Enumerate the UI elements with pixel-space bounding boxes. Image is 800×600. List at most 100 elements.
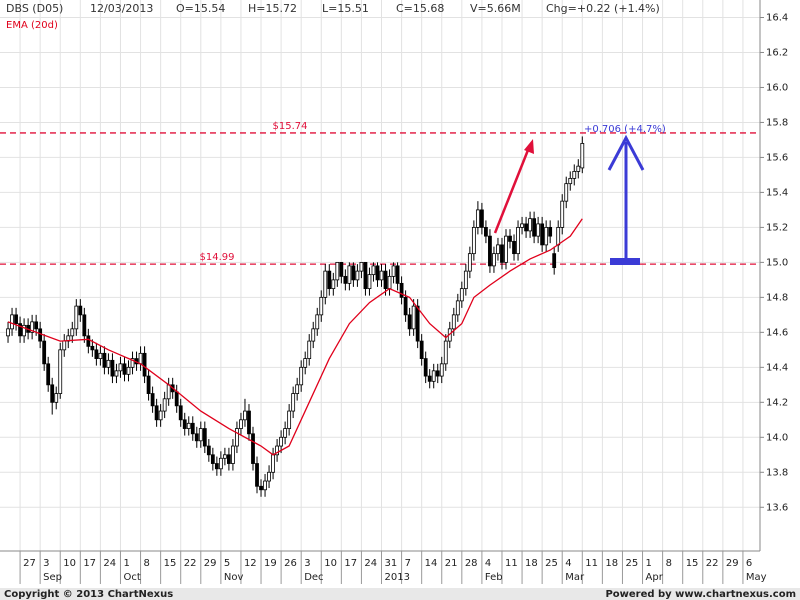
y-tick-label: 14.6: [766, 327, 788, 338]
candle-body: [166, 384, 171, 400]
candle-body: [439, 363, 444, 377]
x-tick-label: 22: [706, 558, 719, 569]
candle-body: [415, 305, 420, 342]
candle-body: [98, 352, 103, 359]
plot: $15.74 $14.99 +0.706 (+4.7%): [0, 121, 760, 497]
candle-body: [315, 314, 320, 330]
candle-body: [411, 305, 416, 330]
annotation: +0.706 (+4.7%): [584, 124, 666, 135]
candle-body: [371, 265, 376, 276]
candle-body: [375, 265, 380, 281]
x-tick-label: 21: [445, 558, 458, 569]
y-tick-label: 16.0: [766, 82, 788, 93]
candle-body: [343, 275, 348, 284]
candle-body: [528, 218, 532, 232]
header: DBS (D05) 12/03/2013 O=15.54 H=15.72 L=1…: [6, 2, 660, 15]
candle-body: [548, 226, 553, 237]
x-tick-label: 29: [726, 558, 739, 569]
x-tick-label: 14: [425, 558, 438, 569]
candle-body: [263, 480, 267, 491]
candle-body: [231, 445, 235, 464]
x-tick-label: 8: [666, 558, 672, 569]
candle-body: [46, 363, 51, 386]
candle-body: [331, 279, 336, 290]
month-label: Oct: [123, 572, 140, 583]
candle-body: [560, 200, 565, 228]
month-label: Apr: [646, 572, 664, 583]
x-tick-label: 1: [123, 558, 129, 569]
footer-bar: [0, 588, 800, 600]
candle-body: [419, 340, 424, 359]
y-tick-label: 14.2: [766, 397, 788, 408]
symbol: DBS (D05): [6, 2, 63, 15]
x-tick-label: 18: [605, 558, 618, 569]
date: 12/03/2013: [90, 2, 153, 15]
candle-body: [451, 314, 456, 330]
candle-body: [255, 463, 259, 487]
ema-line: [7, 218, 583, 456]
candle-body: [335, 261, 340, 281]
candle-body: [146, 375, 151, 394]
candle-body: [500, 244, 504, 263]
candle-body: [178, 405, 183, 421]
y-tick-label: 14.0: [766, 432, 788, 443]
candle-body: [463, 270, 468, 290]
candle-body: [214, 463, 219, 470]
candle-body: [222, 454, 227, 459]
candle-body: [564, 183, 569, 202]
x-tick-label: 24: [103, 558, 116, 569]
high: H=15.72: [248, 2, 297, 15]
candle-body: [198, 428, 203, 442]
candle-body: [504, 235, 508, 263]
candle-body: [351, 265, 356, 281]
candle-body: [568, 178, 573, 185]
x-tick-label: 22: [184, 558, 197, 569]
candle-body: [407, 314, 412, 330]
candle-body: [347, 265, 352, 284]
candle-body: [30, 321, 35, 333]
candle-body: [239, 419, 243, 429]
candle-body: [387, 275, 392, 290]
candle-body: [18, 323, 22, 337]
candle-body: [576, 165, 581, 172]
candle-body: [532, 218, 537, 237]
candle-body: [206, 445, 211, 456]
candle-body: [122, 363, 127, 375]
candle-body: [218, 457, 223, 470]
y-tick-label: 15.4: [766, 187, 788, 198]
x-tick-label: 4: [565, 558, 571, 569]
candle-body: [90, 345, 95, 351]
candle-body: [484, 226, 488, 237]
candle-body: [403, 296, 408, 316]
candle-body: [339, 261, 344, 277]
copyright: Copyright © 2013 ChartNexus: [4, 589, 173, 600]
candle-body: [6, 328, 10, 337]
x-tick-label: 11: [585, 558, 598, 569]
candle-body: [235, 428, 239, 447]
x-tick-label: 11: [505, 558, 518, 569]
candle-body: [78, 305, 83, 316]
candle-body: [251, 433, 255, 464]
y-tick-label: 13.8: [766, 467, 788, 478]
x-tick-label: 25: [545, 558, 558, 569]
month-label: Sep: [43, 572, 62, 583]
candle-body: [291, 393, 296, 412]
candle-body: [58, 349, 63, 394]
legend-entry: EMA (20d): [6, 20, 58, 31]
candle-body: [34, 321, 39, 330]
candle-body: [10, 314, 14, 330]
candle-body: [295, 384, 300, 394]
candle-body: [395, 265, 400, 284]
x-tick-label: 19: [264, 558, 277, 569]
x-tick-label: 10: [324, 558, 337, 569]
candle-body: [142, 352, 147, 377]
candle-body: [311, 328, 316, 342]
candle-body: [435, 370, 440, 377]
y-tick-label: 14.8: [766, 292, 788, 303]
candle-body: [307, 340, 312, 359]
candle-body: [327, 270, 332, 290]
candle-body: [267, 471, 271, 482]
candle-body: [383, 270, 388, 290]
candle-body: [14, 314, 18, 325]
